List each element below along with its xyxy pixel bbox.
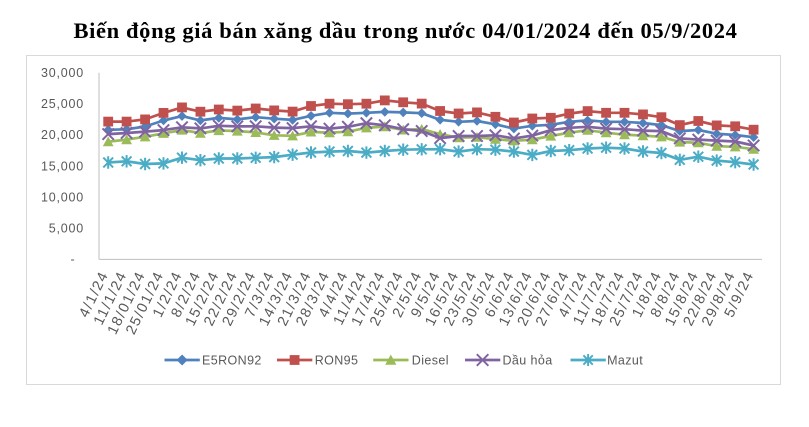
svg-text:-: - xyxy=(71,253,76,267)
svg-text:RON95: RON95 xyxy=(315,353,359,367)
svg-text:5,000: 5,000 xyxy=(49,222,84,236)
svg-text:Dầu hỏa: Dầu hỏa xyxy=(503,353,553,367)
svg-text:10,000: 10,000 xyxy=(41,190,84,204)
svg-text:30,000: 30,000 xyxy=(41,66,84,80)
svg-text:15,000: 15,000 xyxy=(41,159,84,173)
svg-text:20,000: 20,000 xyxy=(41,128,84,142)
svg-text:E5RON92: E5RON92 xyxy=(202,353,262,367)
svg-text:Mazut: Mazut xyxy=(607,353,643,367)
svg-text:Biến động giá bán xăng dầu tro: Biến động giá bán xăng dầu trong nước 04… xyxy=(73,18,737,43)
svg-text:Diesel: Diesel xyxy=(412,353,449,367)
svg-text:25,000: 25,000 xyxy=(41,97,84,111)
